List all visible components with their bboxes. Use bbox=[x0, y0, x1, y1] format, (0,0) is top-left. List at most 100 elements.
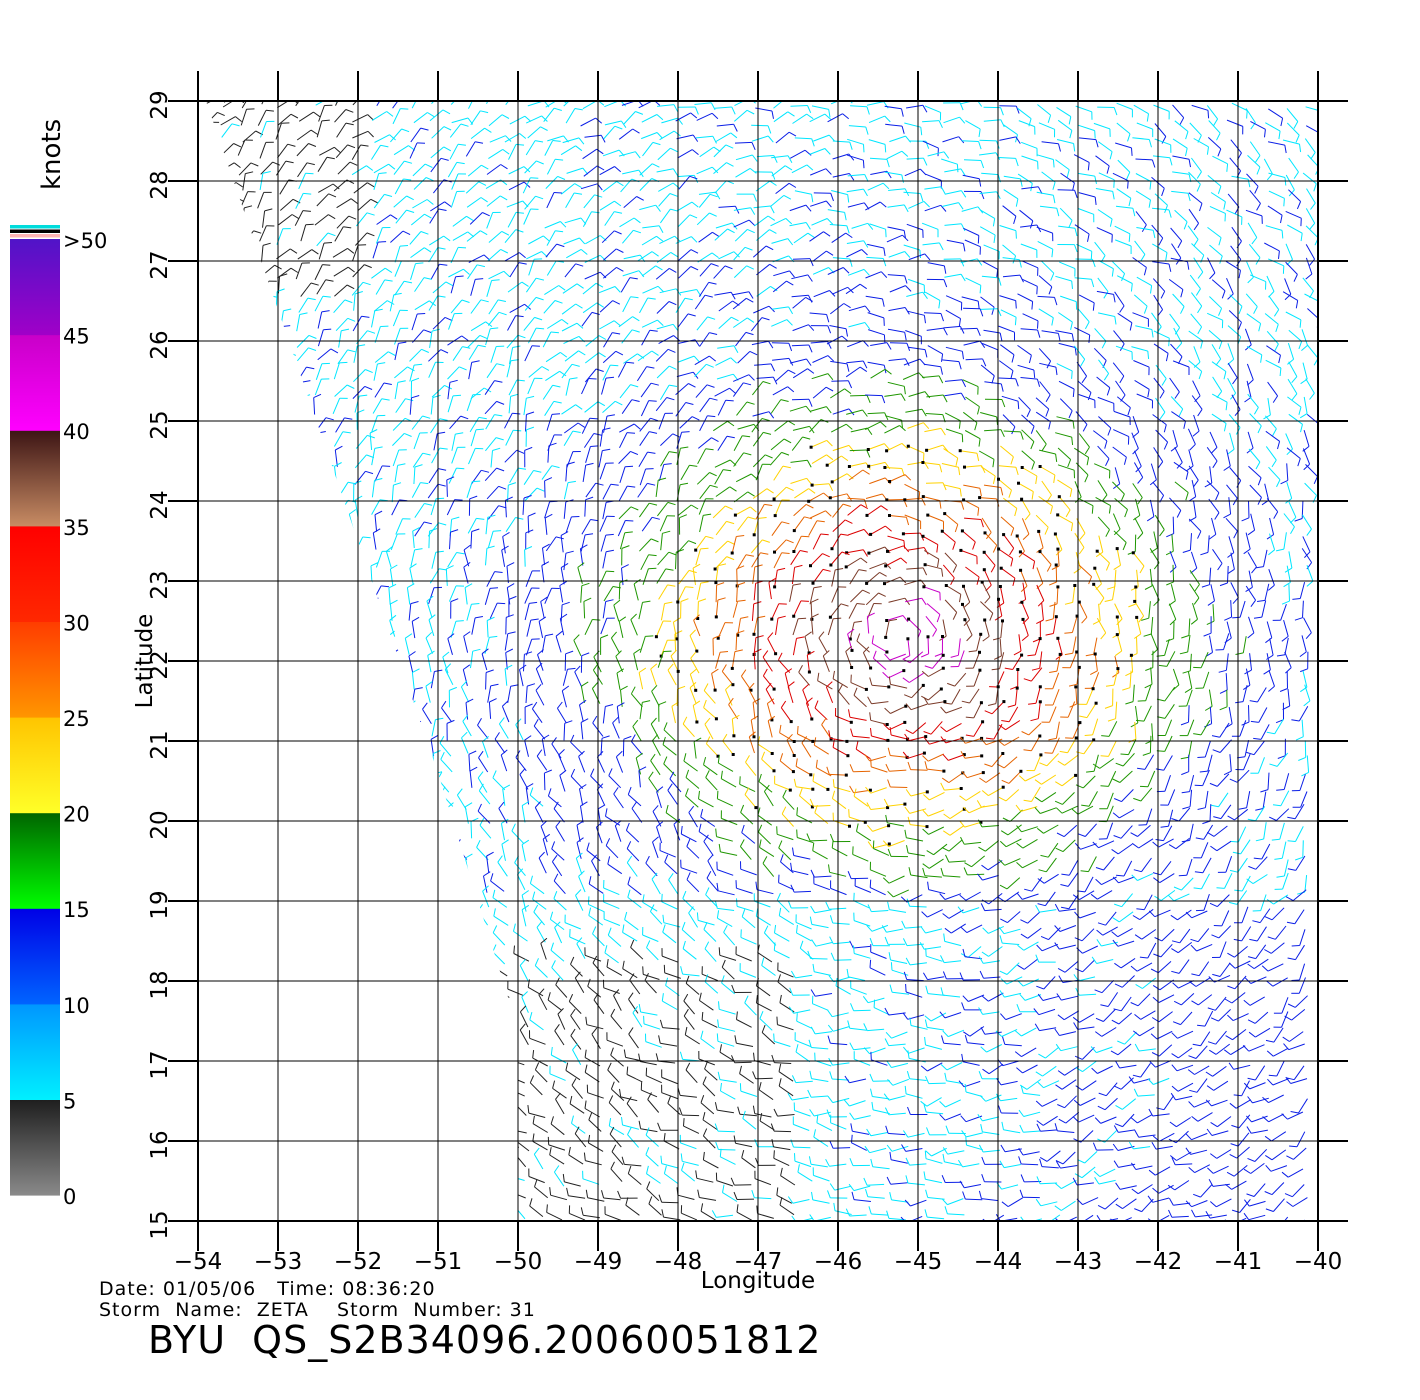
wind-barb bbox=[939, 1113, 962, 1121]
wind-barb bbox=[1000, 445, 1014, 465]
wind-barb bbox=[618, 506, 639, 520]
wind-barb bbox=[514, 855, 526, 877]
wind-barb bbox=[998, 858, 1021, 866]
wind-barb bbox=[607, 1062, 620, 1083]
wind-barb bbox=[384, 768, 393, 791]
wind-barb bbox=[848, 125, 869, 135]
wind-barb bbox=[220, 116, 243, 126]
wind-barb bbox=[719, 1044, 735, 1062]
wind-barb bbox=[1213, 910, 1230, 927]
wind-barb bbox=[779, 994, 795, 1013]
wind-barb bbox=[832, 670, 848, 689]
wind-barb bbox=[602, 181, 624, 193]
wind-barb bbox=[832, 408, 855, 416]
wind-barb bbox=[374, 684, 386, 705]
wind-barb bbox=[1132, 416, 1140, 438]
wind-barb bbox=[1018, 1156, 1039, 1166]
wind-barb bbox=[580, 681, 589, 703]
wind-barb bbox=[258, 532, 267, 554]
wind-barb bbox=[223, 329, 240, 346]
wind-barb bbox=[345, 1195, 357, 1218]
wind-barb bbox=[1287, 944, 1305, 961]
wind-barb bbox=[1153, 873, 1175, 884]
wind-barb bbox=[460, 940, 471, 962]
wind-barb bbox=[700, 1095, 715, 1115]
wind-barb bbox=[459, 1128, 469, 1150]
wind-barb bbox=[1283, 513, 1295, 534]
wind-barb bbox=[1079, 701, 1098, 719]
wind-barb bbox=[482, 1062, 491, 1084]
wind-barb bbox=[623, 196, 644, 208]
wind-barb bbox=[449, 123, 469, 138]
wind-barb bbox=[1255, 549, 1268, 569]
wind-barb bbox=[656, 301, 677, 314]
wind-barb bbox=[1207, 175, 1222, 194]
wind-barb bbox=[923, 1171, 943, 1184]
wind-barb bbox=[626, 841, 640, 862]
wind-barb bbox=[1020, 377, 1041, 387]
wind-barb bbox=[534, 801, 544, 823]
wind-barb bbox=[538, 616, 547, 639]
wind-barb bbox=[352, 114, 374, 123]
wind-barb bbox=[719, 1148, 736, 1165]
wind-barb bbox=[627, 1165, 642, 1185]
wind-barb bbox=[942, 1147, 965, 1155]
wind-barb bbox=[752, 698, 761, 720]
wind-barb bbox=[1080, 856, 1097, 873]
wind-barb bbox=[408, 651, 416, 673]
wind-barb bbox=[887, 901, 907, 913]
wind-barb bbox=[981, 785, 1005, 797]
wind-barb bbox=[1285, 889, 1307, 902]
wind-barb bbox=[544, 285, 566, 296]
wind-barb bbox=[1188, 208, 1200, 231]
wind-barb bbox=[376, 1169, 393, 1186]
wind-barb bbox=[1231, 226, 1242, 249]
wind-barb bbox=[751, 124, 772, 134]
wind-barb bbox=[390, 649, 399, 672]
wind-barb bbox=[1132, 1026, 1155, 1037]
wind-barb bbox=[316, 232, 336, 247]
wind-barb bbox=[848, 305, 871, 313]
wind-barb bbox=[733, 109, 755, 122]
wind-barb bbox=[1202, 804, 1212, 825]
wind-barb bbox=[614, 820, 622, 842]
wind-barb bbox=[1017, 344, 1032, 364]
wind-barb bbox=[682, 940, 697, 960]
wind-barb bbox=[689, 682, 697, 704]
wind-barb bbox=[472, 1097, 488, 1115]
wind-barb bbox=[372, 241, 387, 259]
wind-barb bbox=[369, 786, 377, 809]
wind-barb bbox=[636, 366, 655, 382]
wind-barb bbox=[383, 1039, 394, 1061]
wind-barb bbox=[736, 616, 749, 637]
wind-barb bbox=[378, 1148, 392, 1169]
wind-barb bbox=[830, 101, 853, 105]
wind-barb bbox=[550, 1046, 567, 1064]
wind-barb bbox=[793, 778, 815, 791]
wind-barb bbox=[827, 209, 847, 221]
wind-barb bbox=[1056, 139, 1076, 152]
wind-barb bbox=[1210, 792, 1229, 808]
wind-barb bbox=[500, 749, 508, 772]
wind-barb bbox=[752, 1071, 773, 1080]
wind-barb bbox=[257, 377, 266, 398]
wind-barb bbox=[1112, 809, 1135, 819]
wind-barb bbox=[1285, 433, 1293, 456]
wind-barb bbox=[453, 1079, 469, 1097]
wind-barb bbox=[507, 684, 519, 703]
wind-barb bbox=[364, 1128, 376, 1150]
wind-barb bbox=[1077, 1151, 1098, 1164]
wind-barb bbox=[965, 396, 980, 415]
wind-barb bbox=[638, 1004, 658, 1016]
wind-barb bbox=[1038, 348, 1052, 369]
wind-barb bbox=[488, 114, 510, 127]
wind-barb bbox=[714, 106, 736, 115]
wind-barb bbox=[1285, 210, 1302, 227]
wind-barb bbox=[922, 826, 945, 835]
wind-barb bbox=[1171, 190, 1191, 202]
wind-barb bbox=[357, 1202, 375, 1216]
wind-barb bbox=[580, 718, 589, 740]
wind-barb bbox=[732, 599, 746, 618]
wind-barb bbox=[1172, 155, 1191, 168]
wind-barb bbox=[748, 682, 758, 705]
